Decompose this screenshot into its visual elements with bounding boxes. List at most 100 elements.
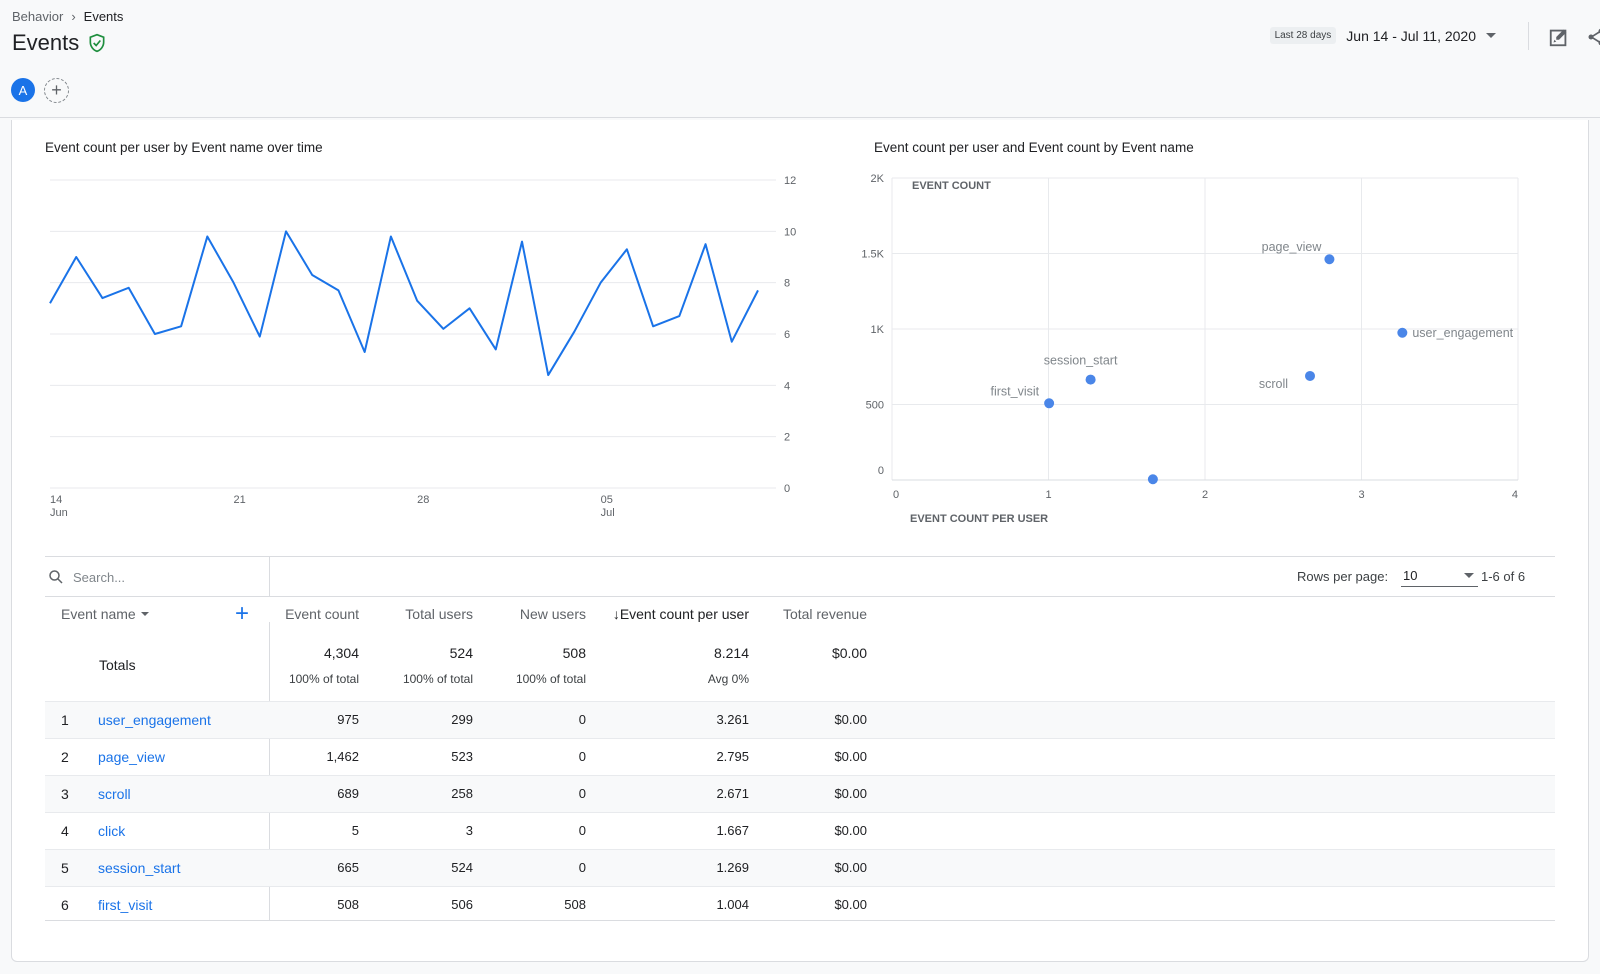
- per-user-cell: 1.004: [716, 897, 749, 912]
- rows-per-page-value: 10: [1403, 568, 1418, 583]
- new-users-cell: 0: [578, 786, 586, 801]
- rows-per-page-select[interactable]: 10: [1401, 565, 1478, 587]
- comparison-avatar[interactable]: A: [11, 78, 35, 102]
- point-label: scroll: [1259, 377, 1288, 391]
- scatter-point[interactable]: [1397, 327, 1408, 338]
- series-line[interactable]: [49, 230, 759, 377]
- col-header-event-count-per-user[interactable]: ↓Event count per user: [589, 606, 749, 622]
- table-toolbar: Rows per page: 10 1-6 of 6: [45, 556, 1555, 597]
- table-row: 5 session_start 665 524 0 1.269 $0.00: [45, 849, 1555, 886]
- caret-down-icon: [140, 612, 149, 616]
- row-index: 2: [61, 749, 69, 765]
- x-tick-label: 14: [50, 494, 62, 506]
- event-name-link[interactable]: click: [98, 823, 126, 839]
- add-dimension-button[interactable]: +: [235, 600, 250, 627]
- event-name-link[interactable]: page_view: [98, 749, 165, 765]
- x-tick-label: 1: [1045, 489, 1051, 501]
- date-range-text: Jun 14 - Jul 11, 2020: [1346, 27, 1476, 44]
- total-users-cell: 506: [451, 897, 473, 912]
- x-tick-label: 0: [893, 489, 899, 501]
- table-row: 6 first_visit 508 506 508 1.004 $0.00: [45, 886, 1555, 923]
- share-icon[interactable]: [1586, 27, 1600, 47]
- event-name-link[interactable]: scroll: [98, 786, 131, 802]
- point-label: session_start: [1044, 354, 1118, 368]
- total-event-count-sub: 100% of total: [288, 672, 359, 686]
- scatter-point[interactable]: [1147, 474, 1158, 485]
- search-icon: [49, 570, 63, 584]
- per-user-cell: 2.671: [716, 786, 749, 801]
- plus-icon: +: [51, 80, 62, 100]
- event-name-link[interactable]: session_start: [98, 860, 181, 876]
- caret-down-icon: [1464, 573, 1474, 578]
- total-event-count-per-user-sub: Avg 0%: [707, 672, 749, 686]
- event-name-link[interactable]: first_visit: [98, 897, 153, 913]
- y-tick-label: 6: [784, 329, 790, 341]
- col-header-event-name[interactable]: Event name: [61, 606, 149, 622]
- total-revenue: $0.00: [831, 645, 867, 661]
- date-range-picker[interactable]: Last 28 days Jun 14 - Jul 11, 2020: [1269, 27, 1496, 44]
- x-tick-label: 28: [417, 494, 429, 506]
- total-users-cell: 3: [465, 823, 473, 838]
- sort-arrow-icon: ↓: [612, 606, 620, 622]
- total-total-users: 524: [449, 645, 473, 661]
- breadcrumb-parent[interactable]: Behavior: [12, 9, 64, 24]
- table-row: 2 page_view 1,462 523 0 2.795 $0.00: [45, 738, 1555, 775]
- y-axis-label: EVENT COUNT: [912, 180, 991, 192]
- page-title: Events: [12, 30, 80, 55]
- total-new-users-sub: 100% of total: [515, 672, 586, 686]
- x-tick-label: 05: [601, 494, 613, 506]
- scatter-chart[interactable]: 0 500 1K 1.5K 2K 0 1 2 3 4 EVENT COUNT EVENT COU…: [860, 170, 1560, 530]
- per-user-cell: 1.667: [716, 823, 749, 838]
- x-tick-label: 3: [1358, 489, 1364, 501]
- total-users-cell: 258: [451, 786, 473, 801]
- scatter-point[interactable]: [1305, 370, 1316, 381]
- event-count-cell: 5: [351, 823, 359, 838]
- total-users-cell: 299: [451, 712, 473, 727]
- total-new-users: 508: [562, 645, 586, 661]
- new-users-cell: 0: [578, 823, 586, 838]
- total-users-cell: 524: [451, 860, 473, 875]
- search-input[interactable]: [73, 569, 253, 585]
- table-row: 1 user_engagement 975 299 0 3.261 $0.00: [45, 701, 1555, 738]
- row-index: 4: [61, 823, 69, 839]
- event-name-link[interactable]: user_engagement: [98, 712, 211, 728]
- row-index: 3: [61, 786, 69, 802]
- line-chart-title: Event count per user by Event name over …: [45, 140, 323, 155]
- row-index: 1: [61, 712, 69, 728]
- scatter-point[interactable]: [1324, 254, 1335, 265]
- chevron-right-icon: ›: [71, 9, 76, 24]
- scatter-point[interactable]: [1085, 374, 1096, 385]
- scatter-point[interactable]: [1044, 398, 1055, 409]
- table-row: 3 scroll 689 258 0 2.671 $0.00: [45, 775, 1555, 812]
- dimension-divider: [269, 622, 270, 920]
- col-header-event-name-label: Event name: [61, 606, 136, 622]
- verified-shield-icon: [89, 33, 105, 53]
- x-axis-label: EVENT COUNT PER USER: [910, 513, 1048, 525]
- per-user-cell: 3.261: [716, 712, 749, 727]
- y-tick-label: 4: [784, 380, 790, 392]
- x-tick-label: 21: [234, 494, 246, 506]
- x-tick-label: 2: [1202, 489, 1208, 501]
- pagination-text: 1-6 of 6: [1481, 569, 1526, 584]
- breadcrumb-current: Events: [83, 9, 124, 24]
- x-tick-month-label: Jun: [50, 507, 68, 519]
- col-header-total-revenue[interactable]: Total revenue: [782, 606, 867, 622]
- add-comparison-button[interactable]: +: [44, 78, 69, 103]
- per-user-cell: 2.795: [716, 749, 749, 764]
- total-event-count: 4,304: [323, 645, 359, 661]
- total-users-cell: 523: [451, 749, 473, 764]
- col-header-new-users[interactable]: New users: [519, 606, 586, 622]
- point-label: user_engagement: [1412, 326, 1513, 340]
- revenue-cell: $0.00: [834, 749, 867, 764]
- search-box: [45, 557, 270, 597]
- total-event-count-per-user: 8.214: [713, 645, 749, 661]
- y-tick-label: 500: [866, 400, 884, 412]
- scatter-chart-title: Event count per user and Event count by …: [874, 140, 1194, 155]
- col-header-event-count[interactable]: Event count: [285, 606, 359, 622]
- customize-report-icon[interactable]: [1548, 26, 1570, 48]
- caret-down-icon: [1486, 33, 1496, 38]
- col-header-total-users[interactable]: Total users: [405, 606, 473, 622]
- y-tick-label: 0: [784, 483, 790, 495]
- event-count-cell: 665: [337, 860, 359, 875]
